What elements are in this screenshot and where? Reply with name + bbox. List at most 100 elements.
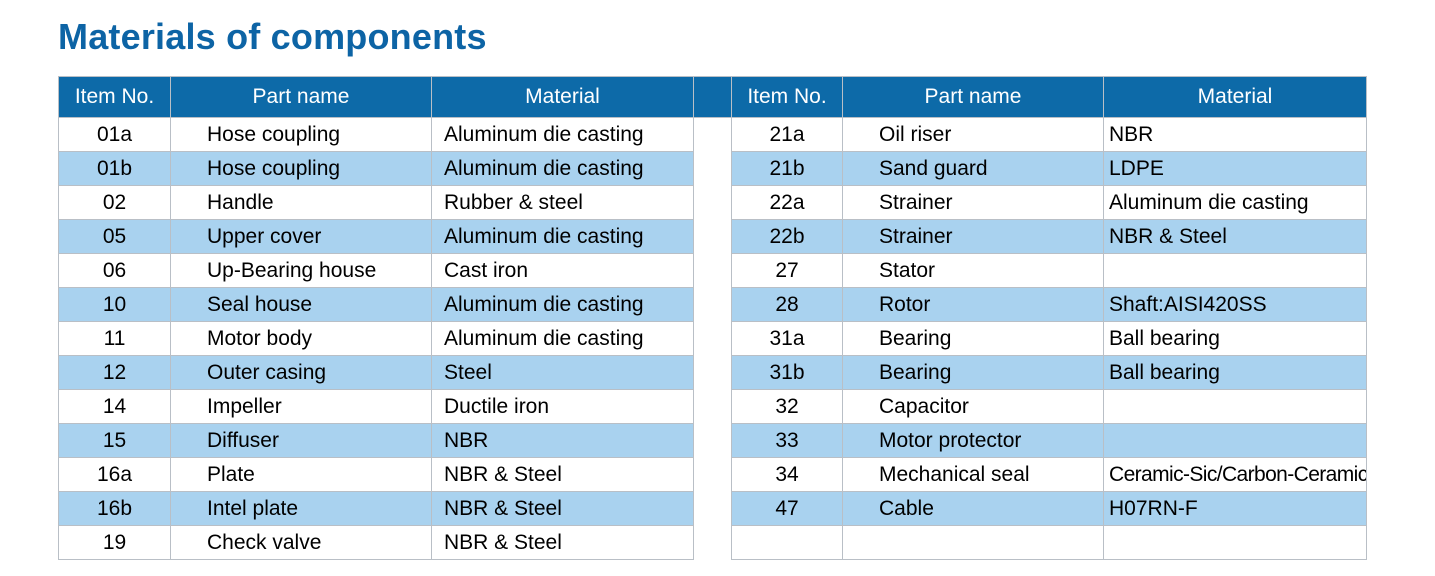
table-row: 11 Motor body Aluminum die casting 31a Beari… (58, 321, 1367, 356)
right-item-no: 21a (731, 117, 843, 152)
left-material: Aluminum die casting (431, 287, 694, 322)
right-material: H07RN-F (1103, 491, 1367, 526)
left-material: NBR & Steel (431, 525, 694, 560)
left-item-no: 16a (58, 457, 171, 492)
right-item-no: 31a (731, 321, 843, 356)
left-item-no: 02 (58, 185, 171, 220)
table-row: 02 Handle Rubber & steel 22a Strainer Aluminu… (58, 185, 1367, 220)
header-item-no-left: Item No. (58, 76, 171, 118)
left-item-no: 15 (58, 423, 171, 458)
left-material: Aluminum die casting (431, 321, 694, 356)
header-gap (693, 76, 732, 118)
right-item-no: 32 (731, 389, 843, 424)
left-item-no: 14 (58, 389, 171, 424)
left-material: Rubber & steel (431, 185, 694, 220)
left-part-name: Impeller (170, 389, 432, 424)
left-material: Steel (431, 355, 694, 390)
left-item-no: 11 (58, 321, 171, 356)
table-row: 06 Up-Bearing house Cast iron 27 Stator (58, 253, 1367, 288)
right-part-name: Bearing (842, 321, 1104, 356)
column-gap (693, 525, 732, 560)
header-item-no-right: Item No. (731, 76, 843, 118)
table-row: 05 Upper cover Aluminum die casting 22b Stra… (58, 219, 1367, 254)
right-part-name: Mechanical seal (842, 457, 1104, 492)
table-body: 01a Hose coupling Aluminum die casting 21a O… (58, 117, 1367, 560)
right-item-no (731, 525, 843, 560)
left-material: Cast iron (431, 253, 694, 288)
column-gap (693, 457, 732, 492)
right-part-name: Oil riser (842, 117, 1104, 152)
left-material: Aluminum die casting (431, 219, 694, 254)
column-gap (693, 117, 732, 152)
table-row: 12 Outer casing Steel 31b Bearing Ball bearin… (58, 355, 1367, 390)
left-part-name: Up-Bearing house (170, 253, 432, 288)
right-material: NBR & Steel (1103, 219, 1367, 254)
right-item-no: 31b (731, 355, 843, 390)
right-material: Aluminum die casting (1103, 185, 1367, 220)
left-material: NBR & Steel (431, 491, 694, 526)
table-row: 10 Seal house Aluminum die casting 28 Rotor S… (58, 287, 1367, 322)
left-part-name: Diffuser (170, 423, 432, 458)
left-item-no: 01a (58, 117, 171, 152)
column-gap (693, 491, 732, 526)
right-material: Ball bearing (1103, 321, 1367, 356)
left-part-name: Motor body (170, 321, 432, 356)
table-row: 15 Diffuser NBR 33 Motor protector (58, 423, 1367, 458)
left-item-no: 12 (58, 355, 171, 390)
table-row: 14 Impeller Ductile iron 32 Capacitor (58, 389, 1367, 424)
right-part-name: Bearing (842, 355, 1104, 390)
left-part-name: Hose coupling (170, 151, 432, 186)
right-material (1103, 389, 1367, 424)
table-row: 01a Hose coupling Aluminum die casting 21a O… (58, 117, 1367, 152)
left-part-name: Outer casing (170, 355, 432, 390)
right-part-name: Cable (842, 491, 1104, 526)
right-material: Ceramic-Sic/Carbon-Ceramic (1103, 457, 1367, 492)
column-gap (693, 253, 732, 288)
right-item-no: 27 (731, 253, 843, 288)
right-part-name: Strainer (842, 219, 1104, 254)
column-gap (693, 219, 732, 254)
header-part-name-left: Part name (170, 76, 432, 118)
header-material-right: Material (1103, 76, 1367, 118)
right-item-no: 47 (731, 491, 843, 526)
column-gap (693, 287, 732, 322)
right-material (1103, 253, 1367, 288)
header-material-left: Material (431, 76, 694, 118)
header-row: Item No. Part name Material Item No. Par… (58, 76, 1367, 118)
left-part-name: Upper cover (170, 219, 432, 254)
left-part-name: Handle (170, 185, 432, 220)
left-part-name: Seal house (170, 287, 432, 322)
right-material: NBR (1103, 117, 1367, 152)
left-item-no: 16b (58, 491, 171, 526)
left-part-name: Intel plate (170, 491, 432, 526)
right-material: LDPE (1103, 151, 1367, 186)
column-gap (693, 321, 732, 356)
left-part-name: Check valve (170, 525, 432, 560)
column-gap (693, 423, 732, 458)
right-material (1103, 525, 1367, 560)
right-item-no: 21b (731, 151, 843, 186)
right-item-no: 22a (731, 185, 843, 220)
table-row: 16b Intel plate NBR & Steel 47 Cable H07RN-F (58, 491, 1367, 526)
column-gap (693, 151, 732, 186)
right-part-name: Motor protector (842, 423, 1104, 458)
right-item-no: 34 (731, 457, 843, 492)
right-part-name (842, 525, 1104, 560)
right-part-name: Capacitor (842, 389, 1104, 424)
right-item-no: 28 (731, 287, 843, 322)
left-material: Aluminum die casting (431, 117, 694, 152)
right-material: Shaft:AISI420SS (1103, 287, 1367, 322)
table-row: 01b Hose coupling Aluminum die casting 21b S… (58, 151, 1367, 186)
column-gap (693, 389, 732, 424)
left-material: Ductile iron (431, 389, 694, 424)
right-part-name: Stator (842, 253, 1104, 288)
right-part-name: Rotor (842, 287, 1104, 322)
left-item-no: 05 (58, 219, 171, 254)
left-part-name: Plate (170, 457, 432, 492)
left-material: Aluminum die casting (431, 151, 694, 186)
column-gap (693, 185, 732, 220)
page-title: Materials of components (58, 16, 487, 57)
left-part-name: Hose coupling (170, 117, 432, 152)
left-item-no: 06 (58, 253, 171, 288)
column-gap (693, 355, 732, 390)
